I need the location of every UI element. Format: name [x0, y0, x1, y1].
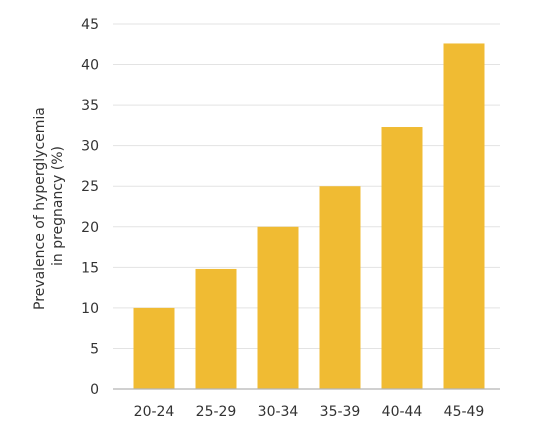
y-tick-label: 0	[90, 382, 99, 398]
y-tick-label: 20	[81, 220, 99, 236]
x-tick-label: 40-44	[382, 404, 423, 420]
y-tick-label: 45	[81, 17, 99, 33]
y-tick-label: 30	[81, 139, 99, 155]
y-tick-label: 40	[81, 58, 99, 74]
x-tick-label: 45-49	[444, 404, 485, 420]
y-axis-label: Prevalence of hyperglycemia in pregnancy…	[29, 102, 66, 310]
y-tick-label: 35	[81, 98, 99, 114]
y-axis-label-line-1: Prevalence of hyperglycemia	[32, 107, 48, 310]
gridlines	[113, 23, 500, 349]
x-tick-label: 20-24	[134, 404, 175, 420]
y-axis-label-line-2: in pregnancy (%)	[50, 146, 66, 266]
x-tick-label: 25-29	[196, 404, 237, 420]
bar-40-44	[381, 127, 423, 389]
y-tick-label: 5	[90, 341, 99, 357]
x-tick-labels: 20-24 25-29 30-34 35-39 40-44 45-49	[134, 404, 485, 420]
x-tick-label: 35-39	[320, 404, 361, 420]
bar-30-34	[257, 226, 299, 389]
y-tick-label: 15	[81, 260, 99, 276]
y-tick-labels: 0 5 10 15 20 25 30 35 40 45	[81, 17, 99, 398]
x-tick-label: 30-34	[258, 404, 299, 420]
y-tick-label: 10	[81, 301, 99, 317]
bars	[133, 43, 485, 389]
bar-25-29	[195, 268, 237, 389]
bar-45-49	[443, 43, 485, 389]
y-tick-label: 25	[81, 179, 99, 195]
bar-20-24	[133, 307, 175, 389]
bar-35-39	[319, 186, 361, 389]
